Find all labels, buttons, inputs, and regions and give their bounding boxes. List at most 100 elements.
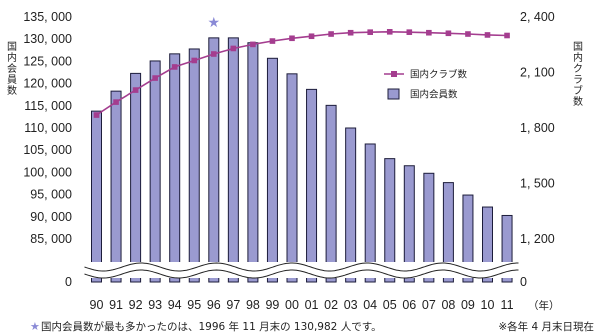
- left-axis-ticks: 135, 000 130, 000 125, 000 120, 000 115, 000…: [23, 10, 72, 289]
- left-tick-label: 105, 000: [23, 143, 72, 157]
- club-point: [269, 38, 276, 44]
- club-point: [426, 29, 432, 36]
- x-tick-label: 02: [324, 298, 338, 312]
- x-tick-label: 99: [265, 298, 279, 312]
- legend-bar-swatch: [387, 88, 400, 100]
- member-bars: [91, 37, 513, 283]
- left-tick-label: 100, 000: [23, 165, 72, 179]
- club-point: [328, 31, 334, 37]
- footnotes: ★ 国内会員数が最も多かったのは、1996 年 11 月末の 130,982 人で…: [30, 320, 594, 333]
- x-tick-label: 11: [501, 298, 514, 312]
- x-tick-label: 03: [344, 298, 358, 312]
- legend-label: 国内会員数: [410, 89, 458, 101]
- left-tick-label: 85, 000: [30, 232, 72, 246]
- x-tick-label: 94: [168, 298, 182, 312]
- x-unit-label: （年）: [528, 299, 560, 312]
- club-point: [93, 112, 100, 118]
- footnote-star-icon: ★: [30, 321, 40, 333]
- x-tick-label: 98: [246, 298, 260, 312]
- x-tick-label: 05: [383, 298, 397, 312]
- right-tick-label: 1, 200: [520, 232, 555, 246]
- x-tick-label: 01: [305, 298, 319, 312]
- left-tick-label: 90, 000: [30, 210, 72, 224]
- footnote-left: 国内会員数が最も多かったのは、1996 年 11 月末の 130,982 人です…: [41, 320, 382, 333]
- right-tick-label: 2, 400: [520, 10, 555, 24]
- member-bar: [169, 53, 181, 283]
- x-tick-label: 10: [481, 298, 495, 312]
- left-tick-label: 120, 000: [23, 77, 72, 91]
- member-bar: [227, 37, 239, 283]
- member-bar: [325, 104, 337, 283]
- club-line: ★: [93, 14, 510, 118]
- member-bar: [423, 172, 435, 283]
- x-axis-ticks: 90 91 92 93 94 95 96 97 98 99 00 01 02 03 04 05 06 07 08 09…: [90, 298, 560, 312]
- member-bar: [462, 194, 474, 283]
- club-point: [132, 87, 139, 93]
- right-tick-label: 0: [520, 275, 527, 289]
- x-tick-label: 97: [226, 298, 240, 312]
- left-axis-title: 国内会員数: [7, 41, 17, 97]
- club-point: [308, 33, 315, 40]
- club-point: [504, 32, 510, 39]
- x-tick-label: 90: [90, 298, 104, 312]
- club-point: [465, 31, 471, 37]
- right-tick-label: 2, 100: [520, 66, 555, 80]
- club-point: [113, 99, 119, 105]
- x-tick-label: 07: [422, 298, 436, 312]
- legend-label: 国内クラブ数: [410, 69, 468, 81]
- member-bar: [91, 110, 102, 283]
- x-tick-label: 04: [363, 298, 377, 312]
- left-tick-label: 0: [65, 275, 72, 289]
- club-point: [211, 51, 217, 57]
- x-tick-label: 00: [285, 298, 299, 312]
- left-tick-label: 110, 000: [24, 121, 72, 135]
- member-bar: [286, 73, 298, 283]
- break-band: [84, 262, 520, 278]
- member-bar: [306, 88, 318, 283]
- member-bar: [110, 90, 122, 283]
- member-bar: [384, 158, 396, 283]
- member-bar: [266, 57, 278, 283]
- club-line-path: [96, 30, 508, 116]
- member-bar: [188, 48, 200, 283]
- club-point: [152, 75, 158, 81]
- break-edge: [84, 262, 519, 272]
- break-edge: [84, 269, 519, 279]
- x-tick-label: 92: [129, 298, 143, 312]
- member-bar: [364, 143, 376, 283]
- member-bar: [208, 37, 220, 283]
- x-tick-label: 93: [148, 298, 162, 312]
- x-tick-label: 08: [441, 298, 455, 312]
- peak-star-icon: ★: [208, 14, 221, 30]
- right-tick-label: 1, 800: [520, 121, 555, 135]
- club-point: [406, 29, 413, 35]
- x-tick-label: 96: [207, 298, 221, 312]
- x-tick-label: 95: [187, 298, 201, 312]
- left-tick-label: 95, 000: [30, 188, 72, 202]
- x-tick-label: 09: [461, 298, 475, 312]
- member-bar: [403, 165, 415, 283]
- footnote-right: ※各年 4 月末日現在: [498, 320, 594, 333]
- x-tick-label: 06: [402, 298, 416, 312]
- club-point: [191, 57, 198, 64]
- club-point: [386, 29, 393, 35]
- right-axis-title: 国内クラブ数: [573, 41, 583, 108]
- member-bar: [442, 182, 454, 283]
- club-point: [445, 30, 452, 37]
- member-bar: [247, 42, 259, 283]
- club-point: [250, 41, 256, 48]
- club-point: [484, 32, 491, 38]
- club-point: [347, 29, 354, 36]
- axis-break: [84, 262, 520, 279]
- club-point: [230, 45, 237, 52]
- left-tick-label: 130, 000: [23, 32, 72, 46]
- left-tick-label: 115, 000: [24, 99, 72, 113]
- member-bar: [345, 127, 357, 283]
- left-tick-label: 135, 000: [23, 10, 72, 24]
- right-axis-ticks: 2, 400 2, 100 1, 800 1, 500 1, 200 0: [520, 10, 555, 289]
- x-tick-label: 91: [109, 298, 123, 312]
- member-bar: [501, 214, 513, 283]
- member-bar: [482, 206, 493, 283]
- left-tick-label: 125, 000: [23, 54, 72, 68]
